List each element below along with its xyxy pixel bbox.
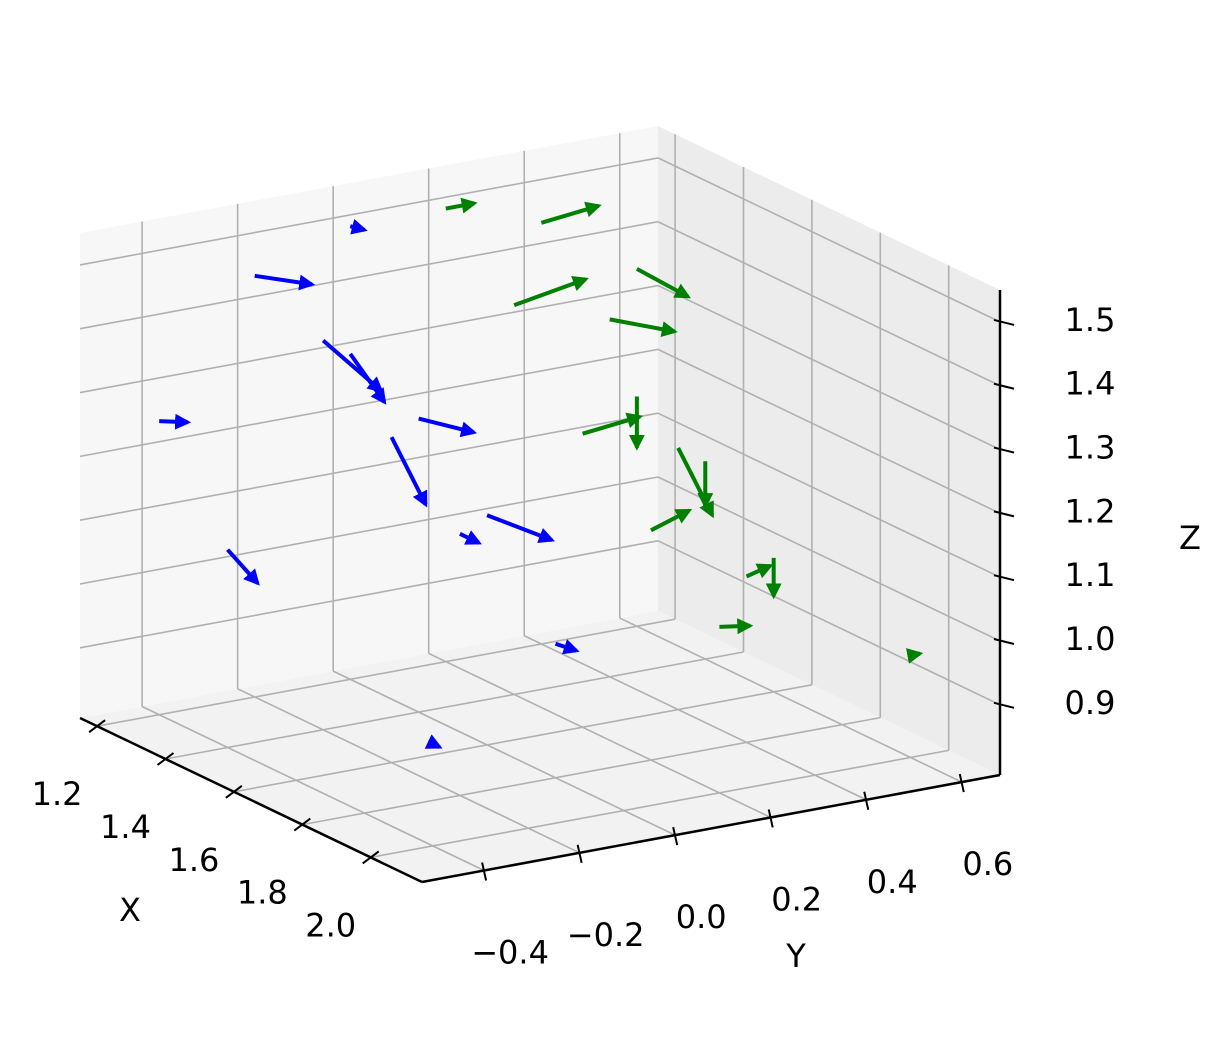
x-axis-label: X: [119, 891, 141, 929]
grid-line: [619, 617, 963, 783]
arrow: [445, 197, 478, 214]
z-tick-label: 1.1: [1065, 556, 1116, 594]
z-tick: [993, 318, 1015, 326]
arrow: [540, 201, 602, 225]
z-tick: [993, 510, 1015, 518]
x-axis-line: [79, 716, 423, 884]
arrow: [459, 530, 482, 545]
grid-line: [79, 476, 659, 585]
grid-line: [657, 412, 1001, 578]
x-tick-label: 1.4: [100, 808, 151, 846]
arrow: [905, 648, 924, 664]
grid-line: [233, 684, 813, 793]
z-axis-label: Z: [1179, 519, 1201, 557]
z-tick: [993, 638, 1015, 645]
arrow: [745, 563, 774, 579]
y-tick-label: −0.4: [471, 934, 549, 972]
z-tick-label: 1.4: [1065, 365, 1116, 403]
arrow: [513, 275, 589, 308]
arrow: [582, 412, 644, 436]
z-tick-label: 1.3: [1065, 429, 1116, 467]
arrow: [418, 416, 478, 438]
arrow: [486, 513, 555, 543]
arrow: [554, 639, 580, 655]
z-tick: [993, 574, 1015, 582]
y-tick-label: 0.4: [867, 863, 918, 901]
arrow: [349, 219, 368, 235]
grid-line: [302, 716, 881, 826]
y-tick-label: 0.2: [771, 880, 822, 918]
x-tick-label: 2.0: [305, 906, 356, 944]
z-tick-label: 1.2: [1065, 492, 1116, 530]
arrow: [226, 548, 260, 586]
z-tick: [993, 382, 1015, 390]
arrow: [159, 413, 192, 430]
x-tick-label: 1.8: [237, 874, 288, 912]
arrow: [424, 734, 443, 749]
grid-line: [332, 670, 676, 836]
grid-line: [79, 220, 659, 330]
z-tick-label: 0.9: [1065, 684, 1116, 722]
grid-line: [141, 705, 485, 872]
grid-line: [79, 284, 659, 394]
grid-line: [370, 749, 949, 859]
grid-line: [657, 476, 1001, 642]
arrow: [635, 267, 691, 299]
y-tick-label: −0.2: [567, 916, 645, 954]
grid-line: [79, 412, 659, 521]
arrow: [389, 436, 428, 508]
y-tick-label: 0.6: [962, 845, 1013, 883]
grid-line: [79, 157, 659, 266]
grid-line: [237, 688, 580, 854]
grid-line: [657, 157, 1001, 323]
grid-line: [657, 284, 1001, 451]
arrow: [650, 508, 693, 533]
z-tick-label: 1.5: [1065, 301, 1116, 339]
pane-left: [80, 126, 658, 718]
arrow: [719, 618, 754, 635]
grid-line: [523, 635, 867, 801]
arrow: [321, 339, 384, 393]
z-tick: [993, 701, 1015, 709]
y-axis-label: Y: [785, 937, 806, 975]
grid-line: [79, 348, 659, 458]
grid-line: [165, 651, 744, 760]
grid-line: [96, 618, 676, 727]
arrow: [254, 273, 316, 291]
grid-line: [657, 221, 1001, 387]
grid-line: [657, 540, 1001, 706]
x-tick-label: 1.2: [32, 775, 83, 813]
grid-line: [657, 348, 1001, 515]
grid-line: [428, 652, 772, 819]
z-tick: [993, 446, 1015, 454]
y-tick-label: 0.0: [676, 898, 727, 936]
arrow: [609, 317, 678, 338]
y-axis-line: [421, 773, 1001, 884]
x-tick-label: 1.6: [168, 841, 219, 879]
grid-line: [79, 540, 659, 649]
z-tick-label: 1.0: [1065, 620, 1116, 658]
